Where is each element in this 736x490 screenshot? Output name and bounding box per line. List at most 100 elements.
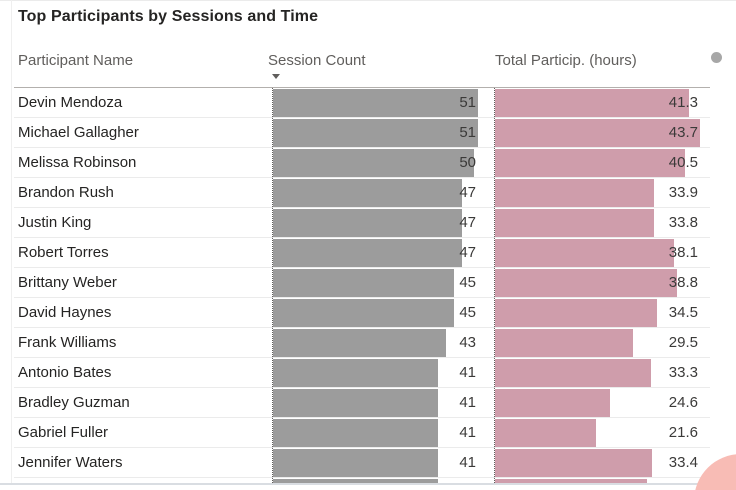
participant-name: Devin Mendoza (18, 94, 123, 111)
table-row[interactable]: Gabriel Fuller 41 21.6 (14, 418, 710, 448)
session-count-cell: 50 (273, 148, 478, 178)
session-count-cell: 41 (273, 388, 478, 418)
table-row[interactable]: Melissa Robinson 50 40.5 (14, 148, 710, 178)
session-count-bar (273, 389, 438, 417)
cell-value: 45 (459, 274, 476, 291)
session-count-bar (273, 449, 438, 477)
cell-value: 43 (459, 334, 476, 351)
total-hours-bar (495, 239, 674, 267)
table-row[interactable]: Jennifer Waters 41 33.4 (14, 448, 710, 478)
cell-value: 34.5 (668, 304, 698, 321)
cell-value: 24.6 (668, 394, 698, 411)
total-hours-bar (495, 179, 655, 207)
participant-name: Jennifer Waters (18, 454, 123, 471)
total-hours-bar (495, 389, 611, 417)
session-count-bar (273, 89, 478, 117)
session-count-bar (273, 479, 438, 483)
card-top-edge (0, 0, 736, 1)
table-row-partial[interactable] (14, 478, 710, 483)
session-count-cell: 51 (273, 118, 478, 148)
cell-value: 47 (459, 214, 476, 231)
table-row[interactable]: Brittany Weber 45 38.8 (14, 268, 710, 298)
participant-name: Justin King (18, 214, 92, 231)
total-hours-cell: 38.1 (495, 238, 700, 268)
header-underline (14, 87, 710, 88)
total-hours-bar (495, 119, 700, 147)
participant-name: Michael Gallagher (18, 124, 139, 141)
total-hours-cell: 34.5 (495, 298, 700, 328)
total-hours-bar (495, 89, 689, 117)
participant-name: Gabriel Fuller (18, 424, 109, 441)
session-count-cell: 47 (273, 208, 478, 238)
table-row[interactable]: Frank Williams 43 29.5 (14, 328, 710, 358)
session-count-bar (273, 269, 454, 297)
total-hours-cell: 29.5 (495, 328, 700, 358)
participant-name: Robert Torres (18, 244, 109, 261)
total-hours-cell (495, 478, 700, 483)
participant-name: Frank Williams (18, 334, 117, 351)
total-hours-cell: 33.4 (495, 448, 700, 478)
column-header-session-count[interactable]: Session Count (268, 52, 366, 69)
visual-title: Top Participants by Sessions and Time (18, 8, 319, 25)
session-count-cell (273, 478, 478, 483)
card-bottom-edge (0, 483, 736, 485)
table-row[interactable]: Antonio Bates 41 33.3 (14, 358, 710, 388)
cell-value: 33.3 (668, 364, 698, 381)
participant-name: Brittany Weber (18, 274, 117, 291)
sort-descending-icon (272, 74, 280, 79)
session-count-cell: 41 (273, 448, 478, 478)
session-count-bar (273, 209, 462, 237)
cell-value: 45 (459, 304, 476, 321)
column-header-participant-name[interactable]: Participant Name (18, 52, 134, 69)
total-hours-bar (495, 209, 654, 237)
cell-value: 47 (459, 244, 476, 261)
session-count-bar (273, 239, 462, 267)
session-count-bar (273, 179, 462, 207)
total-hours-cell: 40.5 (495, 148, 700, 178)
total-hours-bar (495, 329, 634, 357)
table-row[interactable]: Bradley Guzman 41 24.6 (14, 388, 710, 418)
cell-value: 41 (459, 394, 476, 411)
cell-value: 41 (459, 364, 476, 381)
table-row[interactable]: Justin King 47 33.8 (14, 208, 710, 238)
table-row[interactable]: Brandon Rush 47 33.9 (14, 178, 710, 208)
total-hours-cell: 43.7 (495, 118, 700, 148)
total-hours-cell: 41.3 (495, 88, 700, 118)
session-count-bar (273, 299, 454, 327)
cell-value: 41.3 (668, 94, 698, 111)
participant-name: Brandon Rush (18, 184, 114, 201)
table-row[interactable]: David Haynes 45 34.5 (14, 298, 710, 328)
scrollbar-thumb[interactable] (711, 52, 722, 63)
session-count-cell: 47 (273, 238, 478, 268)
cell-value: 33.8 (668, 214, 698, 231)
session-count-bar (273, 149, 474, 177)
cell-value: 38.8 (668, 274, 698, 291)
session-count-bar (273, 419, 438, 447)
total-hours-cell: 38.8 (495, 268, 700, 298)
session-count-bar (273, 329, 446, 357)
cell-value: 47 (459, 184, 476, 201)
participant-name: David Haynes (18, 304, 112, 321)
column-header-total-particip-hours[interactable]: Total Particip. (hours) (495, 52, 637, 69)
table-row[interactable]: Robert Torres 47 38.1 (14, 238, 710, 268)
participant-name: Antonio Bates (18, 364, 112, 381)
total-hours-bar (495, 479, 648, 483)
session-bar-zero-axis (272, 88, 273, 483)
total-hours-cell: 33.3 (495, 358, 700, 388)
participant-name: Bradley Guzman (18, 394, 130, 411)
table-row[interactable]: Devin Mendoza 51 41.3 (14, 88, 710, 118)
table-body: Devin Mendoza 51 41.3 Michael Gallagher 51 43… (14, 88, 710, 483)
total-hours-bar (495, 449, 652, 477)
session-count-bar (273, 359, 438, 387)
total-hours-bar (495, 419, 597, 447)
cell-value: 21.6 (668, 424, 698, 441)
session-count-cell: 51 (273, 88, 478, 118)
cell-value: 40.5 (668, 154, 698, 171)
total-hours-cell: 33.8 (495, 208, 700, 238)
session-count-cell: 45 (273, 298, 478, 328)
cell-value: 33.9 (668, 184, 698, 201)
cell-value: 41 (459, 424, 476, 441)
card-left-edge (11, 0, 12, 483)
table-row[interactable]: Michael Gallagher 51 43.7 (14, 118, 710, 148)
